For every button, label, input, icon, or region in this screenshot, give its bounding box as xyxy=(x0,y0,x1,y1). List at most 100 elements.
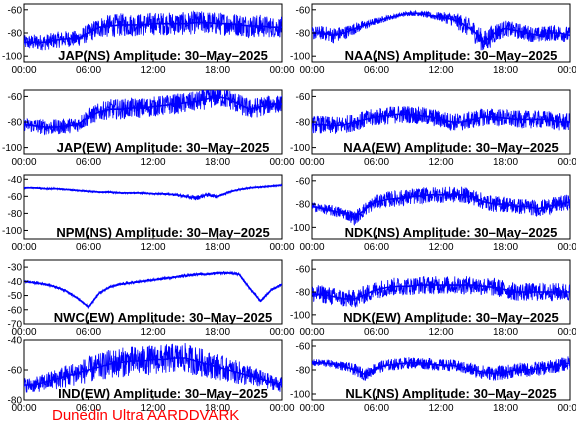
y-tick-label: -70 xyxy=(8,320,23,331)
x-tick-label: 12:00 xyxy=(140,157,165,168)
y-tick-label: -100 xyxy=(2,52,22,63)
x-tick-label: 12:00 xyxy=(428,242,453,253)
panel-1: -60 -80 -100 00:00 06:00 12:00 18:00 00:00 NAA(N… xyxy=(290,3,576,76)
y-tick-label: -40 xyxy=(8,277,23,288)
y-tick-label: -60 xyxy=(8,92,23,103)
x-tick-label: 00:00 xyxy=(11,242,36,253)
series-line xyxy=(24,10,282,51)
x-tick-label: 06:00 xyxy=(76,242,101,253)
x-tick-label: 06:00 xyxy=(364,242,389,253)
y-tick-label: -40 xyxy=(8,175,23,186)
series-core-line xyxy=(312,194,570,220)
x-tick-label: 18:00 xyxy=(205,65,230,76)
x-tick-label: 18:00 xyxy=(493,403,518,414)
x-tick-label: 00:00 xyxy=(269,327,294,338)
panel-9: -60-80-10000:0006:0012:0018:0000:00NLK(N… xyxy=(290,339,576,414)
y-tick-label: -30 xyxy=(8,263,23,274)
x-tick-label: 06:00 xyxy=(76,157,101,168)
x-tick-label: 00:00 xyxy=(269,157,294,168)
y-tick-label: -60 xyxy=(8,305,23,316)
y-tick-label: -60 xyxy=(296,92,311,103)
x-tick-label: 00:00 xyxy=(299,403,324,414)
x-tick-label: 00:00 xyxy=(269,242,294,253)
y-tick-label: -60 xyxy=(296,265,311,276)
panel-title: JAP(NS) Amplitude: 30–May–2025 xyxy=(58,48,268,63)
series-line xyxy=(24,90,282,136)
series-core-line xyxy=(24,184,282,199)
series-core-line xyxy=(24,357,282,386)
x-tick-label: 00:00 xyxy=(557,403,576,414)
x-tick-label: 00:00 xyxy=(299,65,324,76)
series-line xyxy=(24,342,282,393)
x-tick-label: 18:00 xyxy=(205,403,230,414)
plot-frame xyxy=(23,174,283,240)
x-tick-label: 00:00 xyxy=(11,403,36,414)
x-tick-label: 18:00 xyxy=(493,65,518,76)
panel-title: JAP(EW) Amplitude: 30–May–2025 xyxy=(57,140,270,155)
panel-5: -60 -80 -100 00:00 06:00 12:00 18:00 00:00 NDK(N… xyxy=(290,174,576,253)
x-tick-label: 12:00 xyxy=(428,157,453,168)
panel-title: NAA(EW) Amplitude: 30–May–2025 xyxy=(343,140,559,155)
y-tick-label: -60 xyxy=(296,5,311,16)
y-tick-label: -40 xyxy=(8,336,23,347)
x-tick-label: 00:00 xyxy=(11,327,36,338)
x-tick-label: 12:00 xyxy=(140,403,165,414)
panel-title: NLK(NS) Amplitude: 30–May–2025 xyxy=(345,386,556,401)
y-tick-label: -100 xyxy=(290,52,310,63)
x-tick-label: 18:00 xyxy=(205,327,230,338)
series-core-line xyxy=(312,113,570,127)
y-tick-label: -80 xyxy=(296,118,311,129)
panel-title: NDK(NS) Amplitude: 30–May–2025 xyxy=(345,225,558,240)
series-line xyxy=(312,356,570,381)
y-tick-label: -80 xyxy=(8,118,23,129)
y-tick-label: -80 xyxy=(296,366,311,377)
x-tick-label: 18:00 xyxy=(493,157,518,168)
panel-title: NDK(EW) Amplitude: 30–May–2025 xyxy=(343,310,559,325)
x-tick-label: 00:00 xyxy=(557,327,576,338)
x-tick-label: 12:00 xyxy=(428,327,453,338)
y-tick-label: -60 xyxy=(296,176,311,187)
x-tick-label: 00:00 xyxy=(557,242,576,253)
y-tick-label: -80 xyxy=(8,396,23,407)
y-tick-label: -60 xyxy=(8,366,23,377)
x-tick-label: 06:00 xyxy=(76,403,101,414)
y-tick-label: -100 xyxy=(290,310,310,321)
series-core-line xyxy=(312,12,570,44)
y-tick-label: -60 xyxy=(8,192,23,203)
x-tick-label: 12:00 xyxy=(140,65,165,76)
x-tick-label: 00:00 xyxy=(557,65,576,76)
panel-title: IND(EW) Amplitude: 30–May–2025 xyxy=(58,386,268,401)
y-tick-label: -100 xyxy=(2,143,22,154)
y-tick-label: -100 xyxy=(2,226,22,237)
x-tick-label: 00:00 xyxy=(11,65,36,76)
y-tick-label: -100 xyxy=(290,390,310,401)
x-tick-label: 12:00 xyxy=(428,403,453,414)
y-tick-label: -60 xyxy=(296,342,311,353)
series-core-line xyxy=(24,95,282,128)
x-tick-label: 00:00 xyxy=(557,157,576,168)
y-tick-label: -80 xyxy=(296,200,311,211)
x-tick-label: 18:00 xyxy=(493,327,518,338)
x-tick-label: 06:00 xyxy=(364,403,389,414)
x-tick-label: 18:00 xyxy=(493,242,518,253)
x-tick-label: 00:00 xyxy=(299,157,324,168)
credit-label: Dunedin Ultra AARDDVARK xyxy=(52,407,240,424)
panel-7: -60 -80 -100 00:00 06:00 12:00 18:00 00:00 NDK(E… xyxy=(290,259,576,338)
x-tick-label: 06:00 xyxy=(364,157,389,168)
series-core-line xyxy=(24,21,282,44)
x-tick-label: 18:00 xyxy=(205,242,230,253)
series-core-line xyxy=(312,362,570,376)
x-tick-label: 06:00 xyxy=(364,65,389,76)
y-tick-label: -80 xyxy=(8,29,23,40)
x-tick-label: 00:00 xyxy=(299,242,324,253)
x-tick-label: 12:00 xyxy=(140,327,165,338)
panel-title: NPM(NS) Amplitude: 30–May–2025 xyxy=(56,225,269,240)
y-tick-label: -80 xyxy=(8,209,23,220)
x-tick-label: 06:00 xyxy=(76,327,101,338)
panel-title: NAA(NS) Amplitude: 30–May–2025 xyxy=(345,48,558,63)
series-core-line xyxy=(312,284,570,300)
